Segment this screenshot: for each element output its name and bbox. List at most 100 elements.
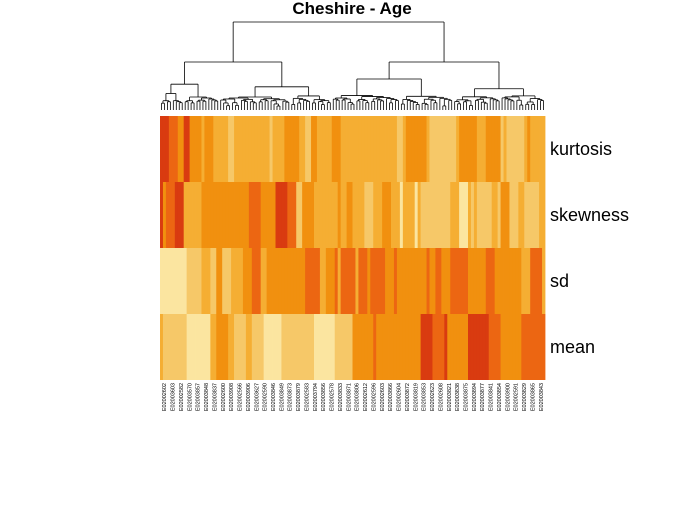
heatmap-cell (319, 314, 324, 380)
heatmap-cell (379, 182, 383, 248)
heatmap-cell (183, 314, 188, 380)
heatmap-cell (352, 314, 356, 380)
heatmap-cell (530, 248, 534, 314)
heatmap-cell (287, 314, 291, 380)
heatmap-cell (497, 116, 501, 182)
heatmap-cell (234, 314, 238, 380)
heatmap-cell (435, 314, 439, 380)
heatmap-cell (248, 116, 253, 182)
heatmap-cell (192, 314, 196, 380)
heatmap-cell (542, 314, 546, 380)
heatmap-cell (521, 314, 525, 380)
heatmap-cell (456, 182, 460, 248)
heatmap-cell (441, 116, 445, 182)
heatmap-cell (515, 116, 519, 182)
heatmap-cell (272, 248, 276, 314)
heatmap-cell (402, 116, 407, 182)
heatmap-cell (180, 314, 185, 380)
heatmap-cell (278, 182, 282, 248)
column-label: E02002583 (304, 383, 310, 411)
heatmap-cell (204, 314, 208, 380)
heatmap-cell (260, 248, 265, 314)
column-label: E02003900 (505, 383, 511, 411)
heatmap-cell (355, 116, 359, 182)
heatmap-cell (370, 182, 374, 248)
column-label: E02002612 (363, 383, 369, 411)
heatmap-cell (284, 248, 288, 314)
heatmap-cell (536, 182, 540, 248)
heatmap-cell (379, 314, 383, 380)
heatmap-cell (450, 116, 454, 182)
heatmap-cell (429, 248, 433, 314)
heatmap-cell (275, 116, 279, 182)
heatmap-cell (251, 116, 256, 182)
column-label: E02003627 (254, 383, 260, 411)
heatmap-cell (251, 314, 256, 380)
column-labels: E02002602 E02003603 E02002582 E02003570 E020… (162, 383, 545, 411)
column-label: E02002600 (221, 383, 227, 411)
heatmap-cell (316, 182, 321, 248)
heatmap-cell (165, 248, 170, 314)
column-dendrogram (161, 21, 544, 110)
heatmap-cell (266, 314, 270, 380)
column-label: E02003570 (187, 383, 193, 411)
heatmap-cell (210, 116, 214, 182)
heatmap-cell (506, 182, 510, 248)
heatmap-cell (482, 248, 487, 314)
heatmap-cell (444, 116, 448, 182)
heatmap-cell (441, 248, 445, 314)
heatmap-cell (468, 116, 472, 182)
heatmap-cell (385, 116, 389, 182)
heatmap-cell (248, 248, 253, 314)
heatmap-cell (482, 182, 487, 248)
heatmap-cell (533, 116, 537, 182)
column-label: E02003843 (539, 383, 545, 411)
heatmap-cell (331, 314, 336, 380)
heatmap-cell (340, 182, 345, 248)
heatmap-cell (533, 182, 537, 248)
heatmap-cell (186, 182, 191, 248)
heatmap-cell (441, 182, 445, 248)
column-label: E02002603 (380, 383, 386, 411)
heatmap-cell (447, 248, 451, 314)
heatmap-cell (204, 116, 208, 182)
heatmap-cell (278, 248, 282, 314)
heatmap-cell (396, 314, 401, 380)
heatmap-cell (308, 116, 312, 182)
heatmap-cell (322, 182, 327, 248)
heatmap-cell (311, 248, 315, 314)
heatmap-cell (219, 314, 223, 380)
heatmap-cell (503, 182, 507, 248)
heatmap-cell (219, 248, 223, 314)
heatmap-cell (180, 182, 185, 248)
heatmap-cell (367, 116, 371, 182)
heatmap-cell (388, 314, 392, 380)
heatmap-cell (444, 248, 448, 314)
heatmap-cell (204, 248, 208, 314)
heatmap-cell (379, 116, 383, 182)
heatmap-cell (530, 182, 534, 248)
heatmap-cell (237, 116, 241, 182)
heatmap-cell (272, 314, 276, 380)
heatmap-cell (447, 116, 451, 182)
heatmap-cell (346, 116, 350, 182)
heatmap-cell (296, 182, 300, 248)
heatmap-cell (355, 182, 359, 248)
heatmap-cell (497, 248, 501, 314)
heatmap-cell (506, 314, 510, 380)
heatmap-cell (485, 182, 490, 248)
heatmap-cell (186, 248, 191, 314)
row-label: kurtosis (550, 139, 612, 159)
heatmap-cell (503, 116, 507, 182)
column-label: E02003829 (522, 383, 528, 411)
heatmap-cell (396, 182, 401, 248)
heatmap-cell (257, 248, 262, 314)
heatmap-cell (322, 314, 327, 380)
heatmap-cell (524, 182, 528, 248)
heatmap-cell (334, 314, 339, 380)
heatmap-cell (391, 116, 395, 182)
heatmap-cell (515, 248, 519, 314)
heatmap-cell (527, 248, 531, 314)
heatmap-cell (269, 116, 273, 182)
